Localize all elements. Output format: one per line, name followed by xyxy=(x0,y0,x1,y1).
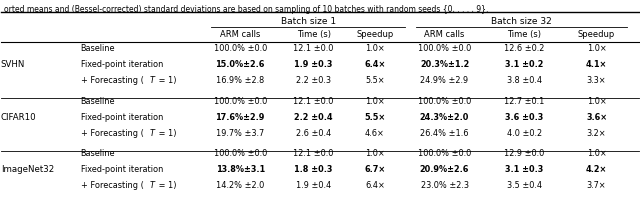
Text: 100.0% ±0.0: 100.0% ±0.0 xyxy=(214,97,267,106)
Text: + Forecasting (: + Forecasting ( xyxy=(81,76,143,85)
Text: 1.0×: 1.0× xyxy=(587,149,606,159)
Text: 3.1 ±0.3: 3.1 ±0.3 xyxy=(505,165,543,175)
Text: 17.6%±2.9: 17.6%±2.9 xyxy=(216,113,265,122)
Text: 1.9 ±0.4: 1.9 ±0.4 xyxy=(296,181,332,190)
Text: Fixed-point iteration: Fixed-point iteration xyxy=(81,60,163,69)
Text: T: T xyxy=(150,128,154,138)
Text: 1.8 ±0.3: 1.8 ±0.3 xyxy=(294,165,333,175)
Text: 4.6×: 4.6× xyxy=(365,128,385,138)
Text: 100.0% ±0.0: 100.0% ±0.0 xyxy=(214,44,267,53)
Text: 100.0% ±0.0: 100.0% ±0.0 xyxy=(418,97,471,106)
Text: 3.5 ±0.4: 3.5 ±0.4 xyxy=(507,181,542,190)
Text: 20.3%±1.2: 20.3%±1.2 xyxy=(420,60,469,69)
Text: 2.2 ±0.4: 2.2 ±0.4 xyxy=(294,113,333,122)
Text: Batch size 1: Batch size 1 xyxy=(280,17,336,26)
Text: = 1): = 1) xyxy=(156,128,177,138)
Text: Baseline: Baseline xyxy=(81,97,115,106)
Text: 15.0%±2.6: 15.0%±2.6 xyxy=(216,60,265,69)
Text: T: T xyxy=(150,76,154,85)
Text: 100.0% ±0.0: 100.0% ±0.0 xyxy=(418,149,471,159)
Text: + Forecasting (: + Forecasting ( xyxy=(81,128,143,138)
Text: 1.0×: 1.0× xyxy=(365,97,385,106)
Text: = 1): = 1) xyxy=(156,181,177,190)
Text: 24.3%±2.0: 24.3%±2.0 xyxy=(420,113,469,122)
Text: 1.0×: 1.0× xyxy=(365,149,385,159)
Text: 3.8 ±0.4: 3.8 ±0.4 xyxy=(507,76,542,85)
Text: Fixed-point iteration: Fixed-point iteration xyxy=(81,113,163,122)
Text: + Forecasting (: + Forecasting ( xyxy=(81,181,143,190)
Text: 19.7% ±3.7: 19.7% ±3.7 xyxy=(216,128,264,138)
Text: 12.6 ±0.2: 12.6 ±0.2 xyxy=(504,44,545,53)
Text: 100.0% ±0.0: 100.0% ±0.0 xyxy=(214,149,267,159)
Text: 3.7×: 3.7× xyxy=(587,181,606,190)
Text: ImageNet32: ImageNet32 xyxy=(1,165,54,175)
Text: orted means and (Bessel-corrected) standard deviations are based on sampling of : orted means and (Bessel-corrected) stand… xyxy=(4,5,488,14)
Text: 3.2×: 3.2× xyxy=(587,128,606,138)
Text: Speedup: Speedup xyxy=(356,30,394,39)
Text: 1.0×: 1.0× xyxy=(587,44,606,53)
Text: 3.6×: 3.6× xyxy=(586,113,607,122)
Text: 2.6 ±0.4: 2.6 ±0.4 xyxy=(296,128,332,138)
Text: 3.3×: 3.3× xyxy=(587,76,606,85)
Text: Baseline: Baseline xyxy=(81,44,115,53)
Text: 6.7×: 6.7× xyxy=(364,165,385,175)
Text: = 1): = 1) xyxy=(156,76,177,85)
Text: 12.1 ±0.0: 12.1 ±0.0 xyxy=(293,149,334,159)
Text: 26.4% ±1.6: 26.4% ±1.6 xyxy=(420,128,468,138)
Text: Fixed-point iteration: Fixed-point iteration xyxy=(81,165,163,175)
Text: 12.9 ±0.0: 12.9 ±0.0 xyxy=(504,149,545,159)
Text: 12.7 ±0.1: 12.7 ±0.1 xyxy=(504,97,545,106)
Text: 5.5×: 5.5× xyxy=(365,76,385,85)
Text: 1.0×: 1.0× xyxy=(365,44,385,53)
Text: T: T xyxy=(150,181,154,190)
Text: ARM calls: ARM calls xyxy=(220,30,260,39)
Text: 5.5×: 5.5× xyxy=(364,113,385,122)
Text: ARM calls: ARM calls xyxy=(424,30,465,39)
Text: SVHN: SVHN xyxy=(1,60,25,69)
Text: 6.4×: 6.4× xyxy=(365,181,385,190)
Text: CIFAR10: CIFAR10 xyxy=(1,113,36,122)
Text: 4.1×: 4.1× xyxy=(586,60,607,69)
Text: 14.2% ±2.0: 14.2% ±2.0 xyxy=(216,181,264,190)
Text: 4.2×: 4.2× xyxy=(586,165,607,175)
Text: 13.8%±3.1: 13.8%±3.1 xyxy=(216,165,265,175)
Text: Speedup: Speedup xyxy=(578,30,615,39)
Text: 6.4×: 6.4× xyxy=(364,60,385,69)
Text: Time (s): Time (s) xyxy=(296,30,331,39)
Text: Batch size 32: Batch size 32 xyxy=(491,17,552,26)
Text: 1.9 ±0.3: 1.9 ±0.3 xyxy=(294,60,333,69)
Text: 12.1 ±0.0: 12.1 ±0.0 xyxy=(293,97,334,106)
Text: 12.1 ±0.0: 12.1 ±0.0 xyxy=(293,44,334,53)
Text: Baseline: Baseline xyxy=(81,149,115,159)
Text: 3.1 ±0.2: 3.1 ±0.2 xyxy=(505,60,543,69)
Text: 2.2 ±0.3: 2.2 ±0.3 xyxy=(296,76,331,85)
Text: 100.0% ±0.0: 100.0% ±0.0 xyxy=(418,44,471,53)
Text: 1.0×: 1.0× xyxy=(587,97,606,106)
Text: 24.9% ±2.9: 24.9% ±2.9 xyxy=(420,76,468,85)
Text: 3.6 ±0.3: 3.6 ±0.3 xyxy=(505,113,543,122)
Text: 23.0% ±2.3: 23.0% ±2.3 xyxy=(420,181,468,190)
Text: 16.9% ±2.8: 16.9% ±2.8 xyxy=(216,76,264,85)
Text: 4.0 ±0.2: 4.0 ±0.2 xyxy=(507,128,542,138)
Text: 20.9%±2.6: 20.9%±2.6 xyxy=(420,165,469,175)
Text: Time (s): Time (s) xyxy=(508,30,541,39)
